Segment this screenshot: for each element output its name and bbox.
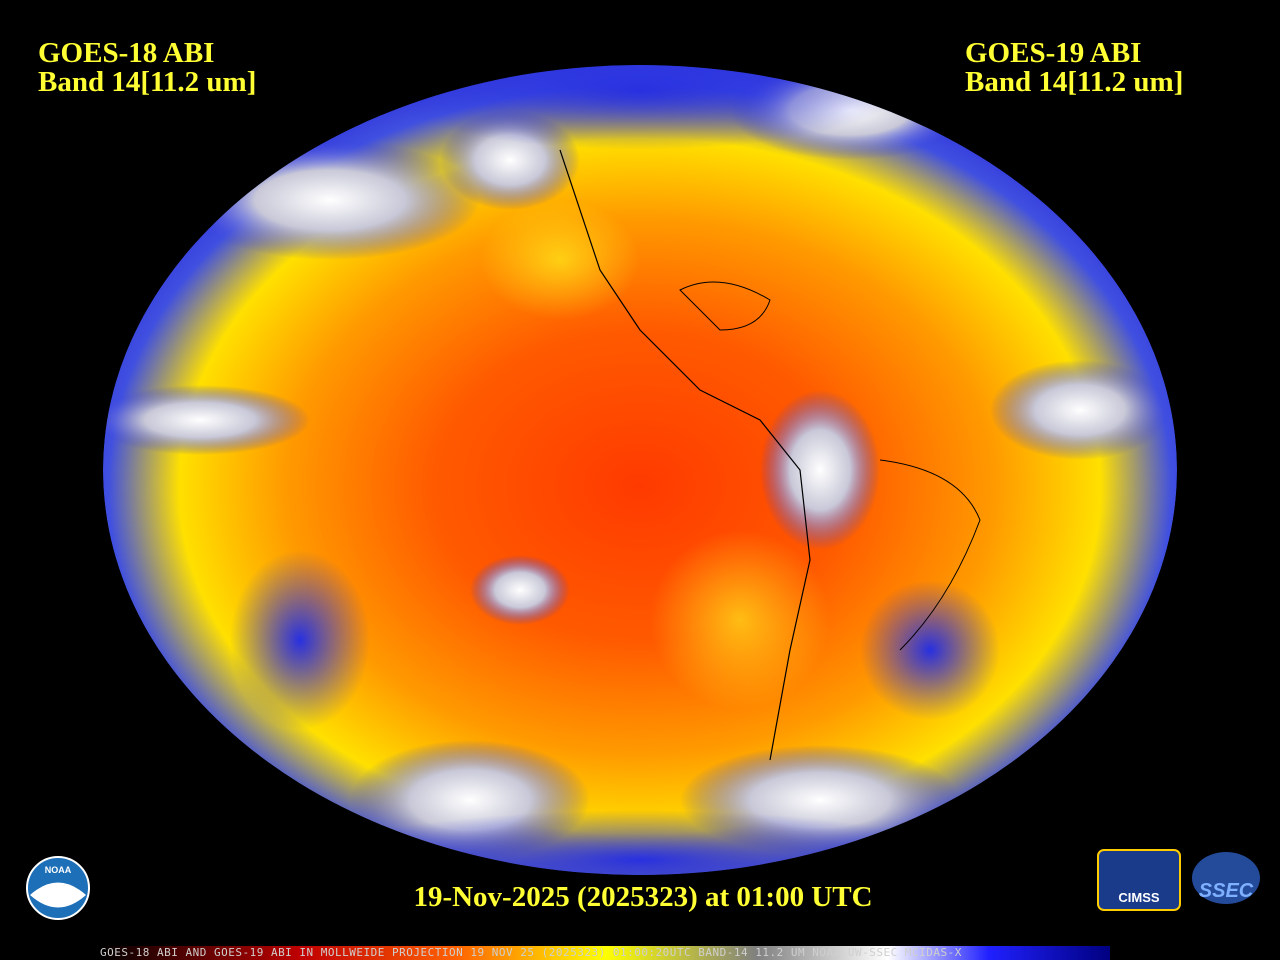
color-bar — [100, 946, 1110, 960]
band-label: Band 14[11.2 um] — [38, 66, 256, 98]
ssec-logo: SSEC — [1192, 852, 1260, 904]
band-label: Band 14[11.2 um] — [965, 66, 1183, 98]
satellite-label: GOES-18 ABI — [38, 37, 214, 69]
timestamp: 19-Nov-2025 (2025323) at 01:00 UTC — [413, 881, 872, 913]
logo-text: SSEC — [1199, 880, 1254, 902]
noaa-logo: NOAA — [26, 856, 90, 920]
logo-text: NOAA — [45, 865, 72, 875]
cimss-logo: CIMSS — [1097, 849, 1181, 911]
satellite-label: GOES-19 ABI — [965, 37, 1141, 69]
footer-text: GOES-18 ABI AND GOES-19 ABI IN MOLLWEIDE… — [100, 946, 962, 959]
logo-text: CIMSS — [1118, 890, 1160, 905]
satellite-image — [103, 65, 1177, 875]
